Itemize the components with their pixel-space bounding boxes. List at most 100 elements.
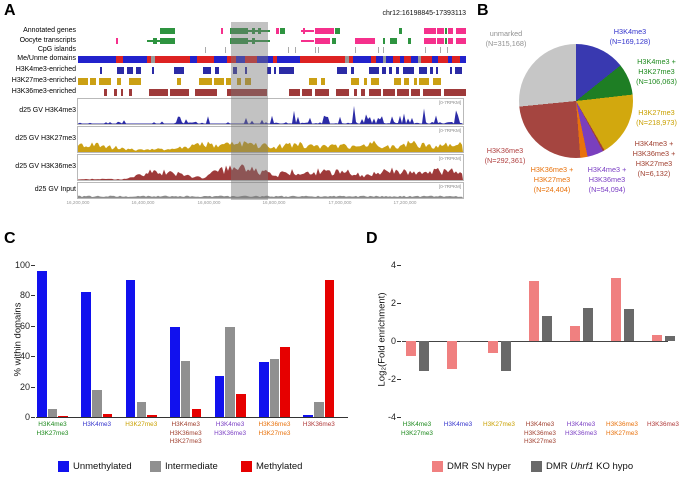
segment [78, 78, 88, 85]
category-label: H3K4me3 H3K27me3 [36, 421, 69, 437]
bar [214, 376, 225, 417]
pie-chart [519, 44, 633, 158]
bar [314, 401, 324, 417]
category-label: H3K4me3 [82, 421, 112, 428]
segment [437, 38, 444, 44]
bar [58, 415, 68, 417]
segment [152, 67, 154, 74]
segment [369, 89, 381, 96]
segment [424, 28, 436, 34]
segment [149, 89, 168, 96]
segment [349, 56, 353, 63]
pie-label-h3k36me3: H3K36me3 (N=292,361) [484, 146, 526, 165]
segment [404, 78, 409, 85]
panel-a-label: A [4, 2, 16, 19]
bar [259, 362, 269, 417]
segment [315, 38, 330, 44]
segment [237, 78, 241, 85]
bar [447, 341, 457, 369]
segment [318, 47, 320, 53]
bar [81, 292, 91, 417]
segment [364, 78, 367, 85]
category-label: H3K36me3 [302, 421, 335, 428]
y-tick-mark [31, 325, 35, 327]
segment [146, 56, 151, 63]
bar [582, 307, 593, 342]
segment [114, 89, 117, 96]
segment [232, 67, 237, 74]
segment [121, 89, 123, 96]
signal-track: [0-7RPKM] [77, 98, 464, 125]
segment [436, 67, 438, 74]
axis-tick-label: 17,200,000 [393, 200, 417, 205]
segment [344, 56, 349, 63]
segment [129, 89, 132, 96]
segment [418, 56, 421, 63]
bar [459, 341, 470, 342]
category-label: H3K36me3 [647, 421, 679, 428]
category-label: H3K27me3 [483, 421, 515, 428]
segment [399, 28, 402, 34]
bar [136, 401, 146, 417]
segment [456, 28, 466, 34]
legend-methylated: Methylated [241, 461, 302, 472]
pie-label-unmarked: unmarked (N=315,168) [485, 29, 527, 48]
bar [406, 341, 416, 357]
segment [258, 28, 261, 34]
segment [117, 78, 121, 85]
segment [100, 67, 102, 74]
segment [155, 56, 190, 63]
segment [408, 38, 411, 44]
bar [147, 414, 157, 417]
segment [332, 38, 336, 44]
pie-label-h3k4me3: H3K4me3 (N=169,128) [609, 27, 651, 46]
bar [280, 347, 290, 417]
bar [303, 414, 313, 417]
segment [383, 38, 385, 44]
segment [116, 38, 118, 44]
track-label: CpG islands [37, 45, 76, 53]
legend-dmr-uhrf1-ko-hypo: DMR Uhrf1 KO hypo [531, 461, 633, 472]
segment [214, 67, 219, 74]
y-tick-label: 2 [390, 298, 396, 308]
segment [389, 67, 392, 74]
segment [383, 47, 385, 53]
track-label: d25 GV H3K4me3 [19, 107, 76, 114]
y-tick-mark [31, 265, 35, 266]
segment [360, 89, 365, 96]
track-label: d25 GV Input [34, 186, 76, 193]
segment [78, 56, 116, 63]
panel-d-label: D [366, 230, 378, 247]
category-label: H3K4me3 H3K36me3 H3K27me3 [524, 421, 556, 445]
segment [423, 89, 441, 96]
segment [153, 38, 157, 44]
y-tick-mark [31, 356, 35, 358]
segment [99, 78, 111, 85]
segment [116, 56, 123, 63]
segment [248, 40, 270, 42]
annotation-track [78, 89, 466, 96]
segment [315, 28, 334, 34]
segment [197, 56, 214, 63]
segment [245, 56, 257, 63]
axis-tick-label: 16,800,000 [262, 200, 286, 205]
category-label: H3K4me3 H3K36me3 [565, 421, 597, 437]
signal-track: [0-7RPKM] [77, 182, 464, 199]
bar [92, 389, 102, 417]
segment [117, 67, 124, 74]
segment [371, 78, 379, 85]
segment [225, 47, 227, 53]
segment [276, 28, 279, 34]
segment [444, 89, 466, 96]
segment [160, 28, 175, 34]
segment [335, 28, 340, 34]
segment [288, 47, 290, 53]
segment [438, 56, 448, 63]
y-tick-mark [397, 341, 401, 342]
segment [170, 89, 189, 96]
bar [37, 271, 47, 417]
segment [383, 56, 386, 63]
segment [452, 56, 460, 63]
segment [129, 78, 141, 85]
